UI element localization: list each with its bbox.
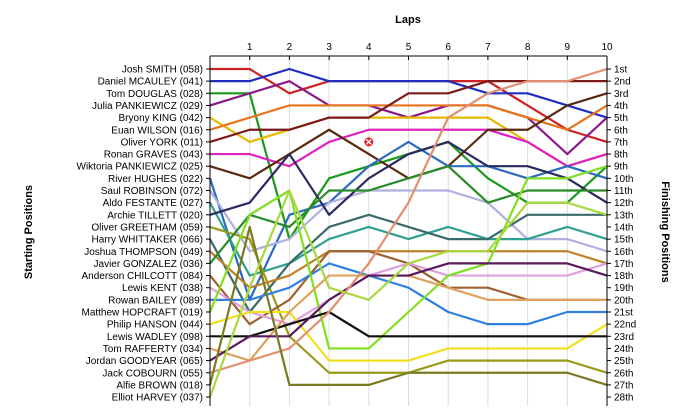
finishing-position-label: 28th: [614, 393, 633, 404]
driver-start-label: Saul ROBINSON (072): [101, 186, 203, 197]
finishing-position-label: 4th: [614, 101, 628, 112]
finishing-position-label: 24th: [614, 344, 633, 355]
finishing-position-label: 20th: [614, 295, 633, 306]
driver-series-line: [209, 250, 608, 289]
retirement-marker-cross: [365, 138, 372, 145]
lap-tick-label: 6: [445, 42, 451, 53]
lap-tick-label: 8: [525, 42, 531, 53]
driver-start-label: Jack COBOURN (055): [102, 368, 203, 379]
driver-start-label: Harry WHITTAKER (066): [92, 235, 204, 246]
driver-series-line: [208, 189, 608, 398]
finishing-position-label: 6th: [614, 125, 628, 136]
series-lines: [208, 67, 608, 398]
lap-tick-label: 9: [565, 42, 571, 53]
axes: [206, 55, 611, 406]
finishing-position-label: 15th: [614, 235, 633, 246]
finishing-position-label: 18th: [614, 271, 633, 282]
driver-start-label: Tom RAFFERTY (034): [103, 344, 203, 355]
finishing-position-label: 1st: [614, 65, 628, 76]
lap-tick-label: 7: [485, 42, 491, 53]
driver-series-line: [209, 189, 608, 253]
lap-tick-label: 10: [601, 42, 613, 53]
driver-start-label: Oliver YORK (011): [121, 137, 203, 148]
driver-series-line: [209, 310, 608, 362]
finishing-position-label: 25th: [614, 356, 633, 367]
finishing-position-label: 3rd: [614, 89, 628, 100]
finishing-position-label: 26th: [614, 368, 633, 379]
driver-series-line: [210, 67, 608, 119]
finishing-position-label: 14th: [614, 222, 633, 233]
finishing-position-label: 16th: [614, 247, 633, 258]
driver-series-line: [209, 202, 608, 277]
driver-start-label: Philip HANSON (044): [107, 320, 203, 331]
lap-tick-label: 3: [326, 42, 332, 53]
driver-start-label: Jordan GOODYEAR (065): [86, 356, 203, 367]
driver-start-label: Matthew HOPCRAFT (019): [81, 308, 203, 319]
y-axis-title-left: Starting Positions: [23, 185, 35, 279]
driver-start-label: Lewis KENT (038): [122, 283, 203, 294]
finishing-position-label: 22nd: [614, 320, 636, 331]
driver-start-label: Joshua THOMPSON (049): [84, 247, 203, 258]
driver-start-label: Anderson CHILCOTT (084): [81, 271, 203, 282]
driver-series-line: [208, 165, 608, 350]
driver-start-label: Wiktoria PANKIEWICZ (025): [77, 162, 204, 173]
finishing-position-label: 21st: [614, 308, 633, 319]
lap-tick-label: 5: [406, 42, 412, 53]
finishing-position-label: 5th: [614, 113, 628, 124]
lap-tick-label: 2: [287, 42, 293, 53]
driver-start-label: Ronan GRAVES (043): [104, 150, 203, 161]
x-axis-title: Laps: [395, 14, 421, 26]
driver-series-line: [209, 140, 608, 216]
lap-tick-label: 1: [247, 42, 253, 53]
finishing-position-label: 27th: [614, 380, 633, 391]
finishing-position-label: 23rd: [614, 332, 634, 343]
finishing-position-label: 13th: [614, 210, 633, 221]
driver-start-label: Rowan BAILEY (089): [108, 295, 203, 306]
driver-series-line: [209, 67, 608, 374]
driver-start-label: Elliot HARVEY (037): [112, 393, 203, 404]
driver-start-label: Josh SMITH (058): [122, 65, 203, 76]
driver-start-label: Daniel MCAULEY (041): [98, 77, 203, 88]
finishing-position-label: 7th: [614, 137, 628, 148]
driver-start-label: Tom DOUGLAS (028): [106, 89, 203, 100]
finishing-position-label: 9th: [614, 162, 628, 173]
finishing-position-label: 17th: [614, 259, 633, 270]
driver-start-label: Julia PANKIEWICZ (029): [92, 101, 203, 112]
driver-start-label: Alfie BROWN (018): [116, 380, 203, 391]
driver-start-label: Lewis WADLEY (098): [107, 332, 203, 343]
lap-tick-label: 4: [366, 42, 372, 53]
driver-start-label: Oliver GREETHAM (059): [91, 222, 203, 233]
finishing-position-label: 19th: [614, 283, 633, 294]
finishing-position-label: 10th: [614, 174, 633, 185]
driver-start-label: Euan WILSON (016): [111, 125, 203, 136]
finishing-position-label: 11th: [614, 186, 633, 197]
driver-start-label: Javier GONZALEZ (036): [94, 259, 203, 270]
y-axis-title-right: Finishing Positions: [659, 181, 671, 282]
driver-start-label: Aldo FESTANTE (027): [103, 198, 203, 209]
driver-series-line: [210, 262, 607, 326]
driver-start-label: River HUGHES (022): [108, 174, 203, 185]
finishing-position-label: 8th: [614, 150, 628, 161]
driver-start-label: Bryony KING (042): [119, 113, 203, 124]
finishing-position-label: 2nd: [614, 77, 631, 88]
retirement-marker: [364, 137, 374, 147]
driver-series-line: [208, 225, 608, 386]
driver-start-label: Archie TILLETT (020): [107, 210, 203, 221]
finishing-position-label: 12th: [614, 198, 633, 209]
